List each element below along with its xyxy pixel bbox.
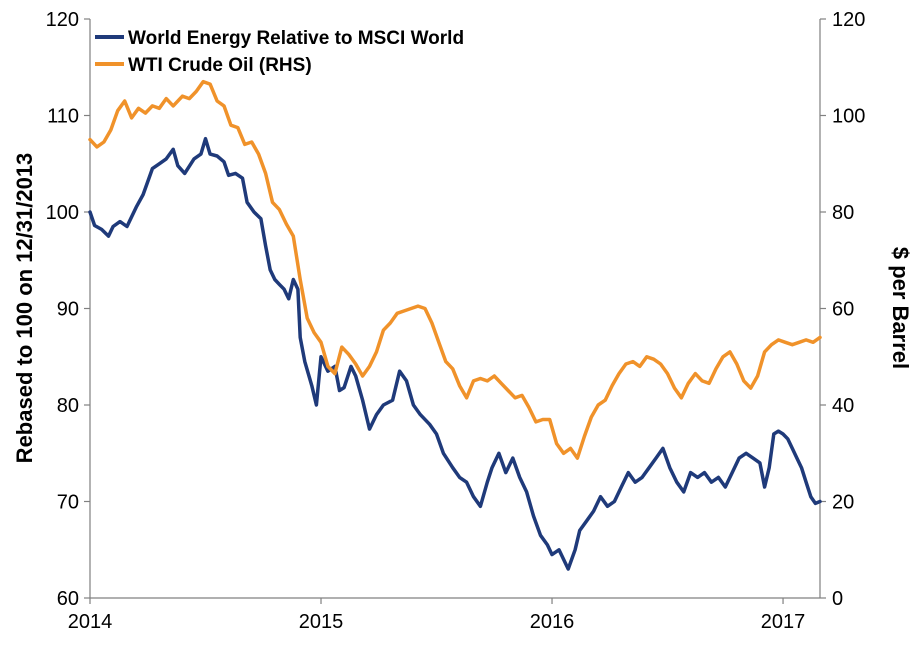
right-y-tick-label: 120 (832, 9, 865, 31)
series-line-world-energy (88, 136, 822, 571)
left-y-tick-label: 80 (57, 395, 79, 417)
right-y-tick-label: 40 (832, 395, 854, 417)
series-line-wti-crude-oil (88, 79, 822, 460)
series-lines (88, 79, 822, 571)
x-tick-label: 2017 (761, 611, 806, 633)
legend: World Energy Relative to MSCI World WTI C… (95, 28, 464, 76)
x-tick-label: 2016 (530, 611, 575, 633)
right-y-tick-label: 0 (832, 588, 843, 610)
y-axis-label-left: Rebased to 100 on 12/31/2013 (12, 153, 37, 464)
right-y-tick-label: 60 (832, 299, 854, 321)
left-y-tick-label: 60 (57, 588, 79, 610)
x-tick-label: 2014 (68, 611, 113, 633)
left-y-tick-label: 110 (47, 106, 79, 128)
legend-label: World Energy Relative to MSCI World (128, 28, 464, 49)
axes (84, 18, 826, 604)
right-y-tick-label: 100 (832, 106, 865, 128)
left-y-tick-label: 120 (46, 9, 79, 31)
left-y-tick-label: 100 (46, 202, 79, 224)
right-y-tick-label: 80 (832, 202, 854, 224)
y-axis-label-right: $ per Barrel (888, 247, 912, 369)
x-tick-label: 2015 (299, 611, 344, 633)
left-y-tick-label: 90 (57, 299, 79, 321)
left-y-tick-label: 70 (57, 492, 79, 514)
tick-labels: 60 70 80 90 100 110 120 0 20 40 60 80 100 120 2014 2015… (46, 9, 866, 633)
right-y-tick-label: 20 (832, 492, 854, 514)
legend-label: WTI Crude Oil (RHS) (128, 55, 312, 76)
